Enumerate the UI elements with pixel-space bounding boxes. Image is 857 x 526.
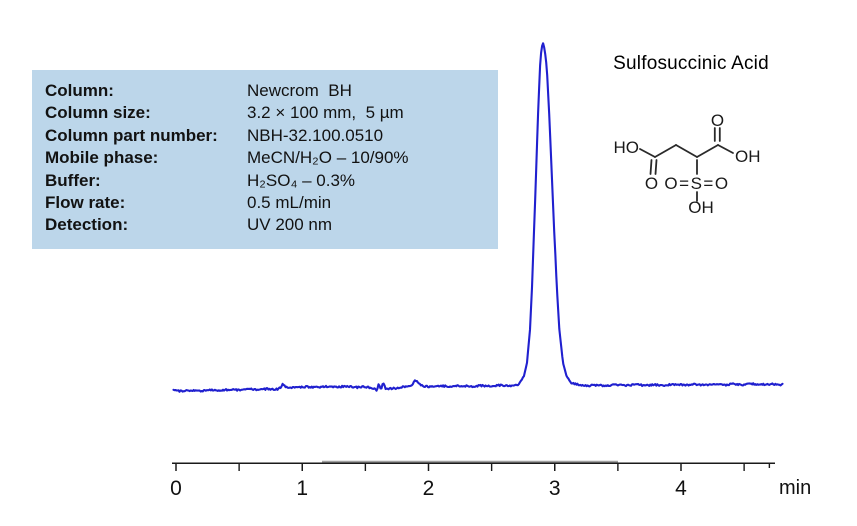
param-label: Column size: [45, 103, 151, 123]
bond-lines [639, 127, 734, 202]
x-axis-unit-label: min [779, 477, 811, 499]
param-row-buffer: Buffer: H₂SO₄ – 0.3% [45, 170, 498, 192]
param-value: NBH-32.100.0510 [247, 125, 384, 145]
param-row-detection: Detection: UV 200 nm [45, 214, 498, 236]
param-row-flow-rate: Flow rate: 0.5 mL/min [45, 192, 498, 214]
param-label: Flow rate: [45, 192, 126, 212]
x-tick-label: 1 [296, 477, 308, 500]
method-parameter-box: Column: Newcrom BH Column size: 3.2 × 10… [32, 70, 498, 249]
param-row-mobile-phase: Mobile phase: MeCN/H₂O – 10/90% [45, 147, 498, 169]
param-label: Column part number: [45, 125, 218, 145]
x-tick-label: 4 [675, 477, 687, 500]
param-row-column: Column: Newcrom BH [45, 80, 498, 102]
x-tick-label: 2 [423, 477, 435, 500]
atom-o-carbonyl-right: O [711, 111, 724, 130]
compound-title: Sulfosuccinic Acid [613, 53, 769, 74]
param-value: 3.2 × 100 mm, 5 µm [247, 103, 404, 123]
chromatogram-trace [172, 42, 784, 393]
atom-o-carbonyl-left: O [645, 174, 658, 193]
param-label: Buffer: [45, 170, 101, 190]
atom-labels: HO O O OH O=S=O OH [614, 111, 761, 217]
atom-oh-bottom: OH [688, 198, 714, 217]
atom-sulfonyl-group: O=S=O [664, 174, 729, 193]
param-value: UV 200 nm [247, 215, 333, 235]
param-label: Mobile phase: [45, 148, 159, 168]
atom-oh-right: OH [735, 147, 761, 166]
param-label: Detection: [45, 215, 129, 235]
param-row-part-number: Column part number: NBH-32.100.0510 [45, 125, 498, 147]
param-value: 0.5 mL/min [247, 192, 332, 212]
param-value: Newcrom BH [247, 81, 352, 100]
x-tick-label: 3 [549, 477, 561, 500]
param-label: Column: [45, 81, 114, 100]
param-value: H₂SO₄ – 0.3% [247, 170, 356, 190]
param-row-column-size: Column size: 3.2 × 100 mm, 5 µm [45, 102, 498, 124]
x-tick-label: 0 [170, 477, 182, 500]
param-value: MeCN/H₂O – 10/90% [247, 148, 409, 168]
atom-ho-left: HO [614, 138, 640, 157]
